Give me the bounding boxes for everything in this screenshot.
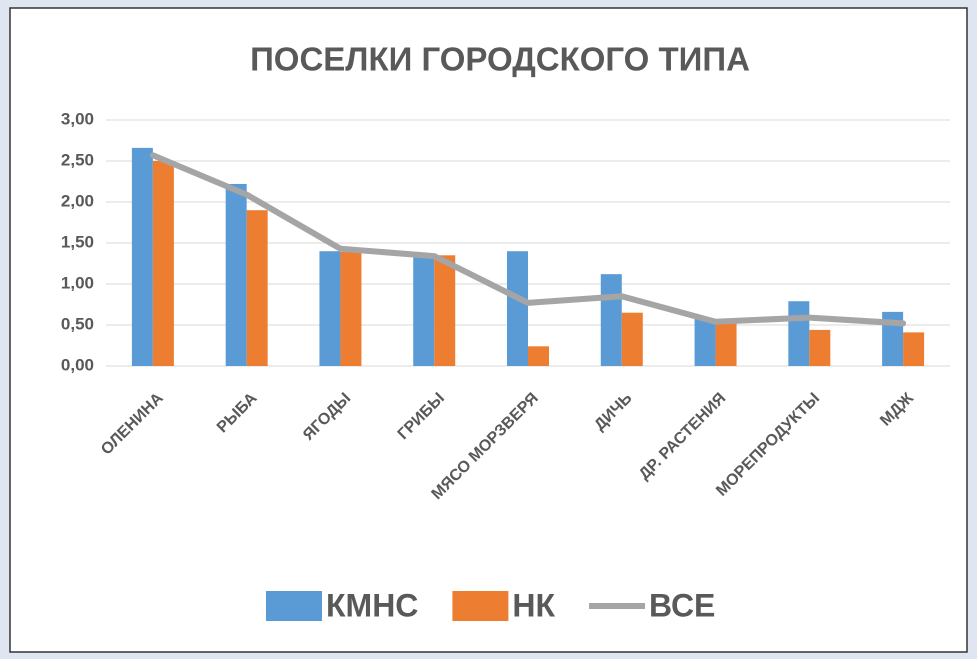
line [149,152,907,327]
bar [621,312,643,366]
y-tick-label: 0,00 [61,355,94,374]
bar [413,253,435,366]
y-tick-label: 1,50 [61,232,94,251]
y-tick-label: 1,00 [61,273,94,292]
y-tick-label: 2,50 [61,150,94,169]
y-tick-label: 3,00 [61,109,94,128]
legend-label: ВСЕ [649,587,715,623]
y-tick-label: 2,00 [61,191,94,210]
chart-title: ПОСЕЛКИ ГОРОДСКОГО ТИПА [250,41,750,78]
bar [434,255,456,366]
bar [528,346,549,366]
bar [809,329,831,366]
y-tick-label: 0,50 [61,314,94,333]
bar [319,251,341,366]
bar [152,161,174,366]
bar [694,318,716,366]
legend-label: КМНС [326,587,418,623]
bar [600,274,622,366]
bar [246,210,268,366]
bar [340,252,362,366]
legend-swatch [452,591,509,621]
legend-swatch [266,591,322,621]
bar [903,332,925,366]
legend-label: НК [512,587,555,623]
bar [507,251,528,366]
bar [225,183,247,366]
bar [788,301,810,366]
bar [715,321,737,366]
bar [131,147,153,366]
